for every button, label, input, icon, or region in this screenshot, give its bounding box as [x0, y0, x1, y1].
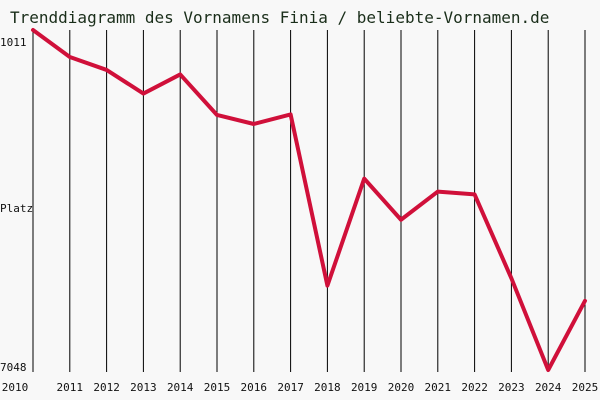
data-point-2021 — [437, 191, 439, 193]
data-point-2010 — [32, 29, 34, 31]
data-point-2020 — [400, 219, 402, 221]
y-tick-bottom: 7048 — [0, 361, 27, 374]
x-tick-2020: 2020 — [388, 381, 415, 394]
chart-title: Trenddiagramm des Vornamens Finia / beli… — [10, 8, 549, 27]
data-point-2013 — [142, 93, 144, 95]
data-point-2014 — [179, 73, 181, 75]
series-line — [31, 28, 587, 372]
x-tick-2015: 2015 — [204, 381, 231, 394]
x-tick-2021: 2021 — [425, 381, 452, 394]
data-point-2016 — [253, 123, 255, 125]
y-axis-ticks: 1011 Platz 7048 — [0, 36, 33, 374]
x-tick-2016: 2016 — [241, 381, 268, 394]
data-point-2024 — [547, 369, 549, 371]
x-tick-2018: 2018 — [314, 381, 341, 394]
x-tick-2019: 2019 — [351, 381, 378, 394]
x-tick-2023: 2023 — [498, 381, 525, 394]
data-point-2018 — [326, 285, 328, 287]
x-tick-2025: 2025 — [572, 381, 599, 394]
x-tick-2024: 2024 — [535, 381, 562, 394]
data-point-2015 — [216, 114, 218, 116]
data-point-2012 — [106, 69, 108, 71]
x-tick-2017: 2017 — [277, 381, 304, 394]
data-point-2011 — [69, 56, 71, 58]
x-tick-2011: 2011 — [57, 381, 84, 394]
y-axis-label: Platz — [0, 202, 33, 215]
series-layer — [31, 28, 587, 372]
x-tick-2012: 2012 — [93, 381, 120, 394]
x-axis-ticks: 2010 2011 2012 2013 2014 2015 2016 2017 2018 2019… — [2, 381, 599, 394]
data-point-2019 — [363, 178, 365, 180]
data-point-2023 — [510, 277, 512, 279]
grid-layer — [32, 30, 586, 372]
x-tick-2010: 2010 — [2, 381, 29, 394]
x-tick-2022: 2022 — [461, 381, 488, 394]
data-point-2017 — [290, 113, 292, 115]
x-tick-2013: 2013 — [130, 381, 157, 394]
data-point-2025 — [584, 300, 586, 302]
y-tick-top: 1011 — [0, 36, 27, 49]
x-tick-2014: 2014 — [167, 381, 194, 394]
data-point-2022 — [474, 193, 476, 195]
